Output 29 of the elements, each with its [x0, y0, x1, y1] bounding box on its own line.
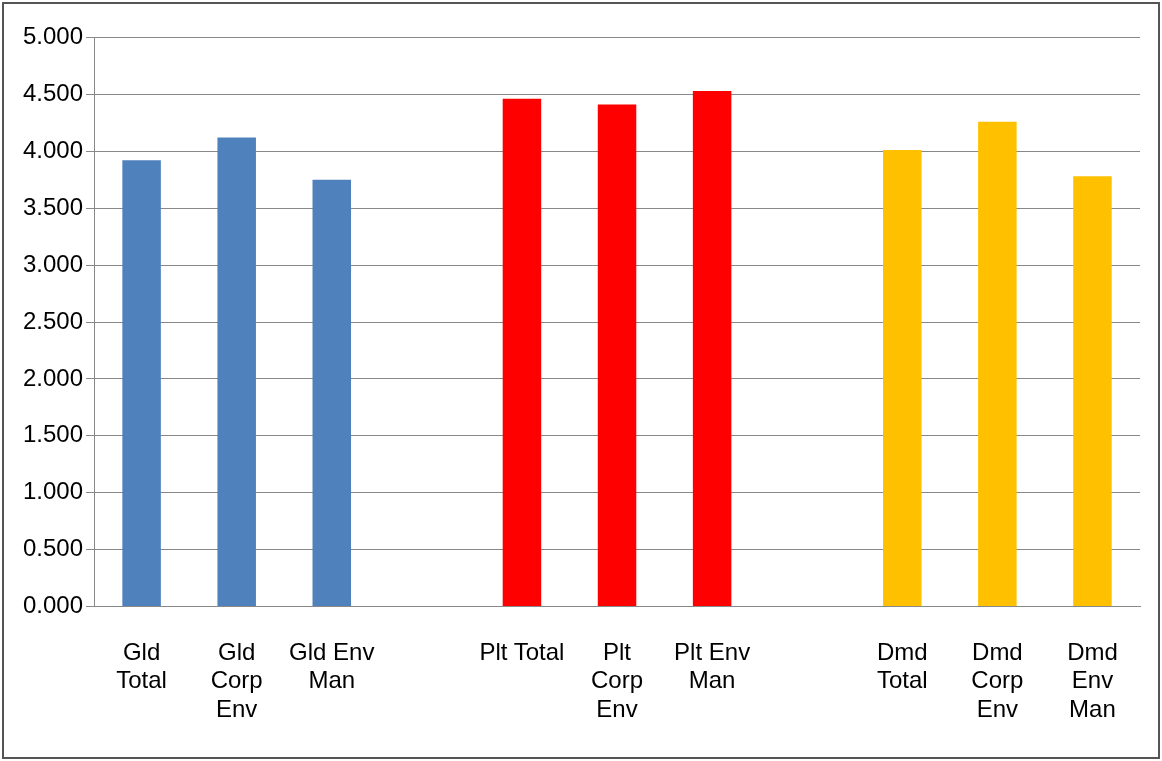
y-tick-label: 3.500 — [23, 192, 84, 220]
bar — [312, 179, 352, 607]
x-tick-label: Gld Total — [116, 637, 167, 694]
y-tick-label: 1.500 — [23, 420, 84, 448]
x-tick-label: Gld Corp Env — [210, 637, 263, 723]
x-tick-label: Dmd Total — [876, 637, 928, 694]
y-tick-label: 0.000 — [23, 591, 84, 619]
x-tick-label: Gld Env Man — [289, 637, 375, 694]
x-tick-label: Plt Env Man — [674, 637, 751, 694]
x-tick-label: Plt Corp Env — [591, 637, 644, 723]
bar — [597, 104, 637, 607]
x-tick-label: Plt Total — [479, 637, 565, 665]
bar — [122, 160, 161, 607]
y-tick-label: 3.000 — [23, 249, 84, 277]
bar — [1073, 176, 1112, 607]
y-tick-label: 4.500 — [23, 78, 84, 106]
bar — [978, 121, 1017, 607]
bar — [502, 98, 542, 607]
y-tick-label: 1.000 — [23, 477, 84, 505]
x-tick-label: Dmd Corp Env — [971, 637, 1024, 723]
y-tick-label: 0.500 — [23, 534, 84, 562]
y-tick-label: 5.000 — [23, 22, 84, 50]
y-tick-label: 2.000 — [23, 363, 84, 391]
bar — [883, 150, 922, 607]
bar — [692, 90, 732, 607]
bar — [217, 137, 256, 607]
x-tick-label: Dmd Env Man — [1067, 637, 1118, 723]
y-tick-label: 4.000 — [23, 135, 84, 163]
y-tick-label: 2.500 — [23, 306, 84, 334]
